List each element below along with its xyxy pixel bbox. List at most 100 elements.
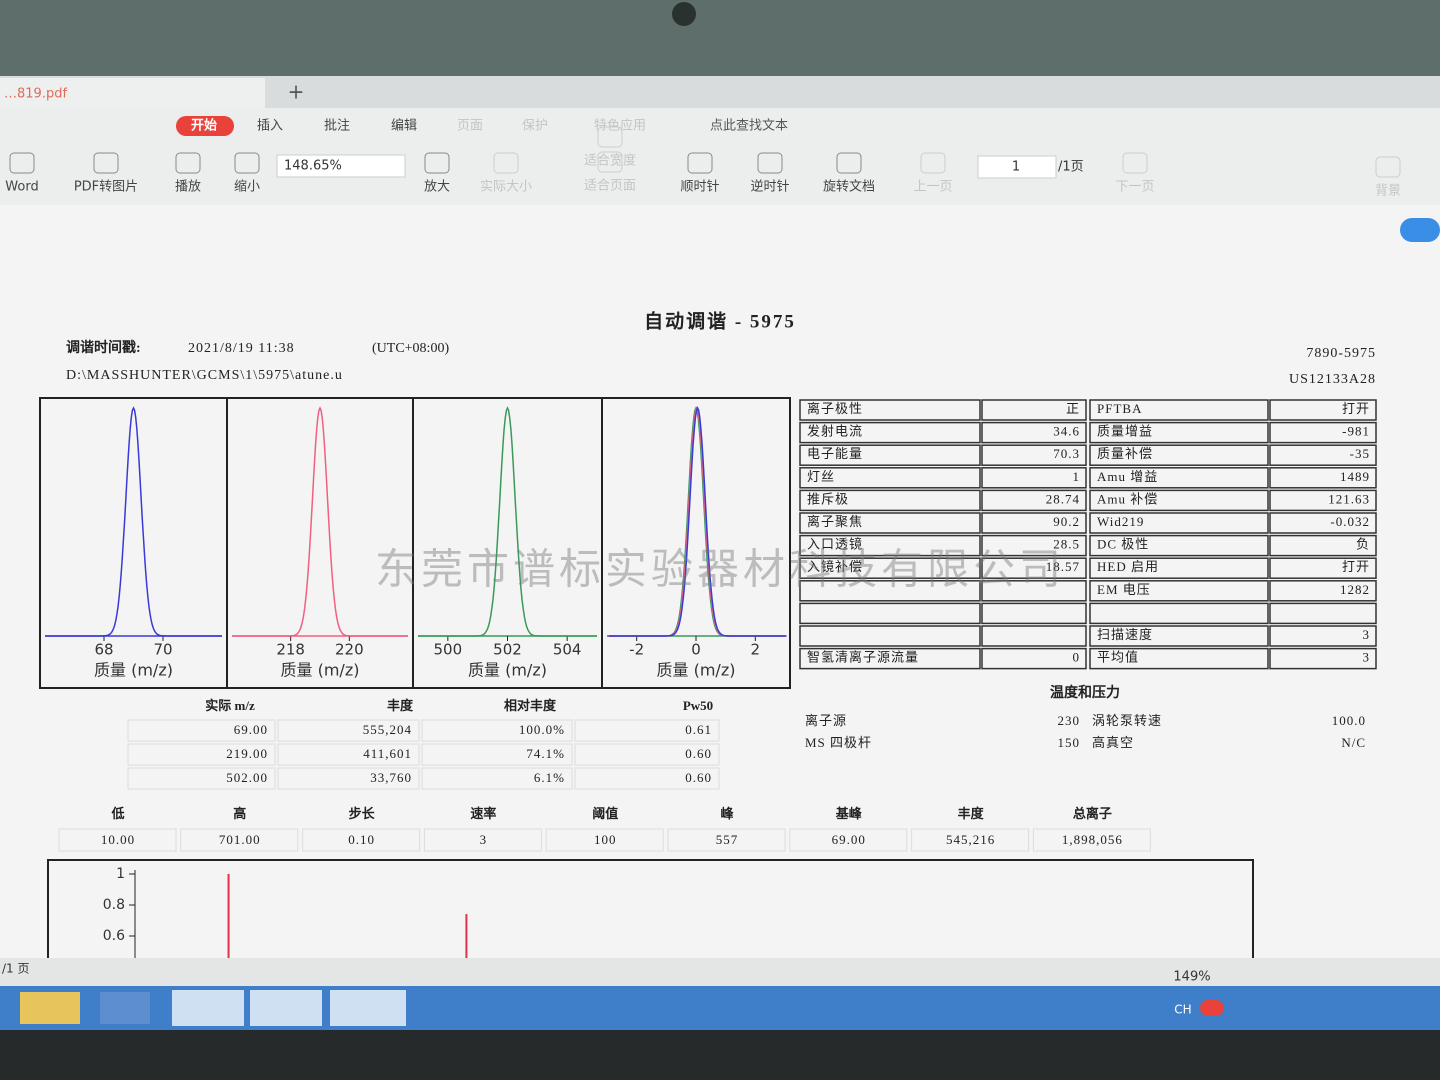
param-cell: Amu 补偿 (1097, 491, 1158, 506)
peak-trace (232, 406, 408, 637)
y-tick-label: 0.8 (103, 897, 125, 913)
table-cell (667, 828, 786, 852)
tab[interactable] (0, 78, 265, 108)
param-cell: DC 极性 (1097, 537, 1149, 552)
toolbar-icon[interactable] (687, 152, 713, 174)
peak-trace (418, 406, 597, 637)
toolbar-icon[interactable] (9, 152, 35, 174)
ribbon-tab[interactable]: 页面 (457, 119, 483, 134)
toolbar-icon[interactable] (1375, 156, 1401, 178)
tab-title[interactable]: …819.pdf (4, 87, 67, 102)
taskbar-app[interactable] (172, 990, 244, 1026)
x-tick-label: 0 (691, 641, 701, 659)
param-cell: 发射电流 (807, 424, 863, 439)
table-cell-text: 701.00 (219, 832, 261, 847)
page-box[interactable] (977, 155, 1057, 179)
table-cell (1269, 580, 1377, 602)
toolbar-button[interactable]: 旋转文档 (823, 180, 875, 195)
param-cell: PFTBA (1097, 401, 1142, 416)
table-cell (277, 719, 420, 742)
param-cell: -981 (1342, 424, 1370, 439)
ribbon-tab[interactable]: 插入 (257, 119, 283, 134)
table-cell (1269, 512, 1377, 534)
table-cell-text: 411,601 (363, 746, 412, 761)
tray-icon[interactable] (1200, 1000, 1224, 1016)
active-tab-pill[interactable] (176, 116, 234, 136)
toolbar-button[interactable]: Word (5, 180, 38, 195)
toolbar-button[interactable]: 上一页 (913, 180, 952, 195)
page-number[interactable]: 1 (1012, 160, 1020, 175)
toolbar-button[interactable]: 背景 (1375, 184, 1401, 199)
taskbar-app[interactable] (250, 990, 322, 1026)
toolbar-button[interactable]: 放大 (424, 180, 450, 195)
table-cell (1089, 467, 1269, 489)
table-cell (981, 580, 1087, 602)
toolbar-icon[interactable] (424, 152, 450, 174)
table-cell (981, 421, 1087, 444)
table-cell (1089, 399, 1269, 421)
toolbar-icon[interactable] (93, 152, 119, 174)
toolbar-button[interactable]: 下一页 (1115, 180, 1154, 195)
toolbar-icon[interactable] (234, 152, 260, 174)
table-cell-text: 555,204 (363, 722, 412, 737)
param-cell: 28.5 (1053, 537, 1080, 552)
toolbar-button[interactable]: 顺时针 (680, 180, 719, 195)
ribbon-tab[interactable]: 批注 (324, 119, 350, 134)
toolbar-button[interactable]: 适合页面 (584, 179, 636, 194)
x-axis-label: 质量 (m/z) (657, 661, 736, 680)
toolbar-icon[interactable] (1122, 152, 1148, 174)
temperature-cell: MS 四极杆 (805, 735, 872, 750)
ribbon-tab[interactable]: 保护 (522, 119, 548, 134)
ribbon-tab[interactable]: 开始 (191, 118, 217, 134)
toolbar-button[interactable]: 缩小 (234, 179, 260, 195)
param-cell: 1 (1073, 469, 1081, 484)
toolbar-icon[interactable] (597, 151, 623, 173)
taskbar-app[interactable] (100, 992, 150, 1024)
x-tick-label: -2 (629, 641, 644, 659)
table-cell (277, 743, 420, 766)
table-cell (1269, 625, 1377, 647)
zoom-value[interactable]: 148.65% (284, 159, 342, 174)
param-cell: Wid219 (1097, 514, 1144, 529)
param-cell: 入镜补偿 (807, 559, 863, 574)
taskbar-folder[interactable] (20, 992, 80, 1024)
toolbar-button[interactable]: PDF转图片 (74, 180, 138, 195)
report-title: 自动调谐 - 5975 (644, 309, 796, 332)
toolbar-icon[interactable] (757, 152, 783, 174)
search[interactable]: 点此查找文本 (710, 119, 788, 134)
table-cell (574, 767, 720, 790)
toolbar-icon[interactable] (597, 126, 623, 148)
table-cell (981, 647, 1087, 670)
timezone: (UTC+08:00) (372, 341, 449, 356)
taskbar-app[interactable] (330, 990, 406, 1026)
table-header: 峰 (720, 806, 734, 821)
table-header: 高 (233, 806, 246, 821)
param-cell: 1489 (1340, 469, 1370, 484)
toolbar-icon[interactable] (836, 152, 862, 174)
side-button[interactable] (1400, 218, 1440, 242)
toolbar-icon[interactable] (493, 152, 519, 174)
toolbar-button[interactable]: 实际大小 (480, 180, 532, 195)
table-cell (981, 534, 1087, 557)
ribbon-tab[interactable]: 特色应用 (594, 118, 646, 134)
table-header: 丰度 (387, 698, 414, 713)
table-cell (1089, 557, 1269, 579)
table-cell (180, 828, 299, 852)
table-cell (1032, 828, 1151, 852)
toolbar-button[interactable]: 适合宽度 (584, 153, 636, 169)
table-cell (1269, 534, 1377, 557)
toolbar-button[interactable]: 播放 (175, 180, 201, 195)
ribbon-tab[interactable]: 编辑 (391, 119, 417, 134)
param-cell: 121.63 (1328, 491, 1370, 506)
toolbar-button[interactable]: 逆时针 (750, 179, 789, 195)
toolbar-icon[interactable] (920, 152, 946, 174)
table-cell-text: 100.0% (519, 722, 565, 737)
new-tab[interactable]: + (288, 80, 305, 104)
zoom-box[interactable] (276, 154, 406, 178)
y-tick-label: 0.6 (103, 928, 125, 944)
temperature-cell: 230 (1058, 713, 1081, 728)
param-cell: 电子能量 (807, 446, 863, 461)
param-cell: -35 (1350, 446, 1370, 461)
table-cell (423, 828, 542, 852)
toolbar-icon[interactable] (175, 152, 201, 174)
